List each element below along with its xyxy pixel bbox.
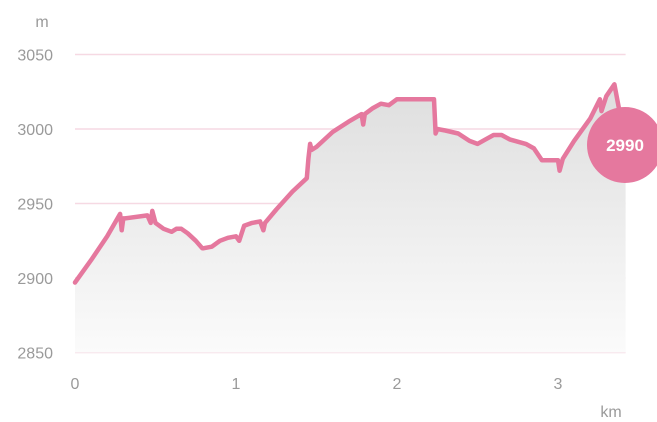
x-axis-ticks: 0 1 2 3 xyxy=(71,376,563,393)
x-tick-label-2: 2 xyxy=(393,376,402,393)
y-tick-label-2900: 2900 xyxy=(17,271,53,288)
y-tick-label-2850: 2850 xyxy=(17,346,53,363)
y-tick-label-2950: 2950 xyxy=(17,197,53,214)
y-tick-label-3050: 3050 xyxy=(17,48,53,65)
badge-label: 2990 xyxy=(606,136,644,155)
badge-circle xyxy=(587,107,657,183)
x-tick-label-0: 0 xyxy=(71,376,80,393)
elevation-line xyxy=(72,82,628,285)
x-axis-unit-label: km xyxy=(600,404,621,421)
y-tick-label-3000: 3000 xyxy=(17,122,53,139)
x-tick-label-3: 3 xyxy=(554,376,563,393)
elevation-area xyxy=(75,84,626,353)
x-tick-label-1: 1 xyxy=(232,376,241,393)
y-axis-unit-label: m xyxy=(35,14,48,31)
y-axis-ticks: 2850 2900 2950 3000 3050 xyxy=(17,48,53,363)
current-elevation-badge: 2990 xyxy=(587,107,657,183)
